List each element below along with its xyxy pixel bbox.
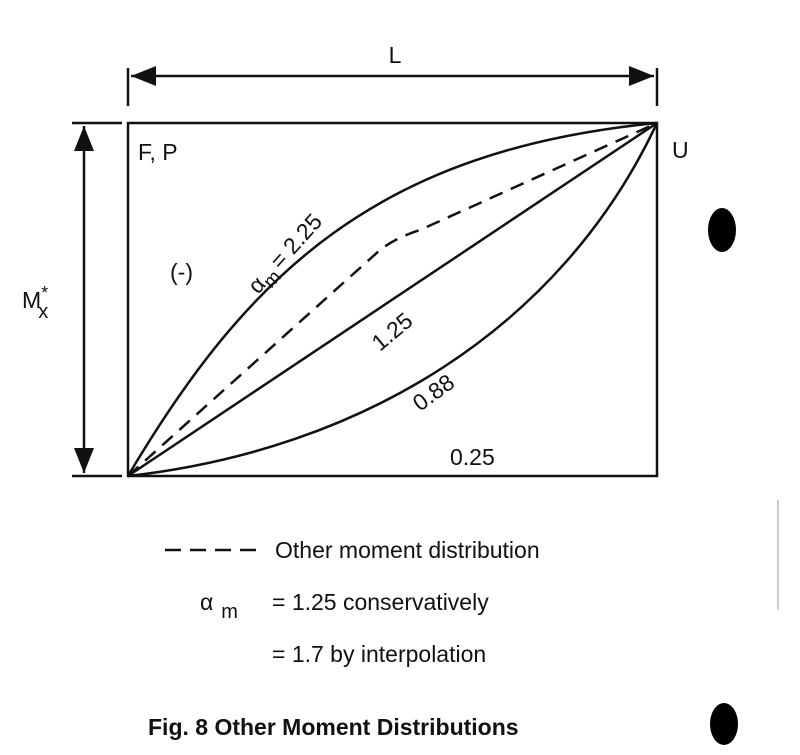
frame [126,121,659,478]
binder-hole [708,208,736,252]
curve-label: 0.25 [450,444,495,470]
corner-label: U [672,137,689,163]
moment-subscript: x [38,301,48,323]
length-label: L [389,42,402,68]
alpha-subscript: m [221,601,238,623]
moment-superscript: * [41,283,48,303]
curve-label: 1.25 [367,307,418,356]
moment-label: M* x [22,283,48,323]
curve-0-88 [127,122,659,478]
caption: Fig. 8 Other Moment Distributions [148,714,519,740]
curve-label: αm= 2.25 [242,208,331,302]
moment-symbol: M [22,287,41,313]
legend-text: = 1.7 by interpolation [272,641,486,667]
curve-label: 0.88 [408,369,459,416]
legend-text: = 1.25 conservatively [272,589,489,615]
legend-text: Other moment distribution [275,537,540,563]
corner-label: F, P [138,139,178,165]
sign-label: (-) [170,259,193,285]
curve-2-25 [126,121,658,477]
curve-1-25 [127,121,658,478]
binder-hole [710,703,738,745]
alpha-symbol: α [200,589,213,615]
